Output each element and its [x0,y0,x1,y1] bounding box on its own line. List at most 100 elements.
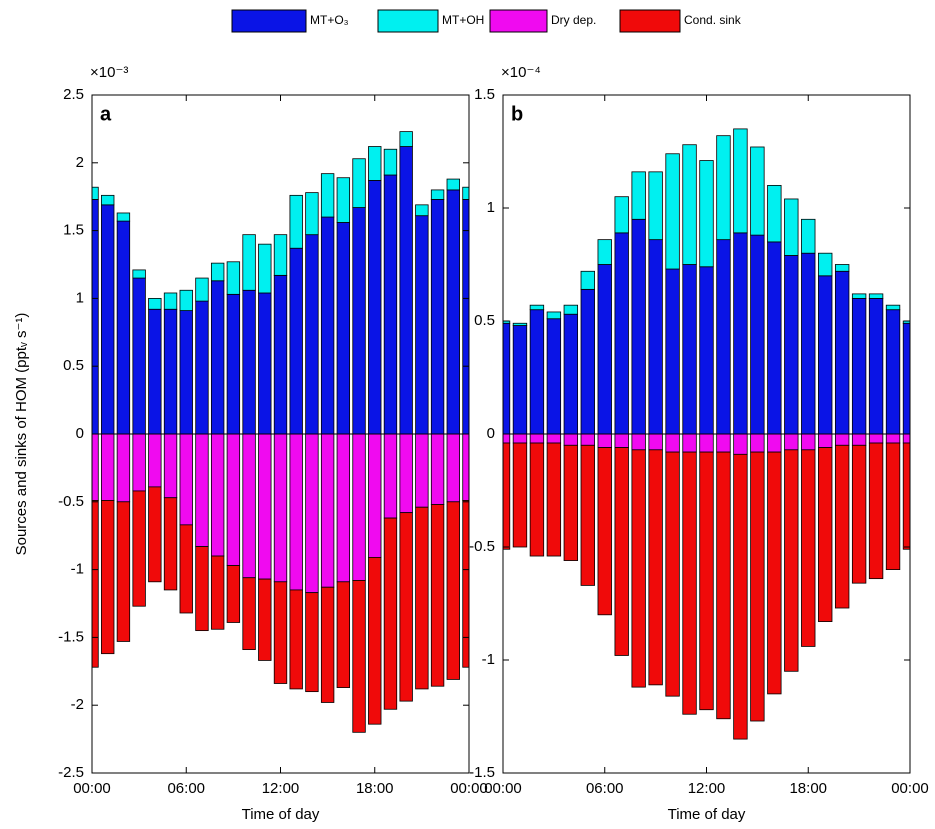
bar [399,433,413,514]
bar [716,433,731,453]
x-tick-label: 12:00 [688,780,726,797]
x-tick-label: 12:00 [262,780,300,797]
bar [784,449,799,672]
bar [682,144,697,265]
x-axis-label: Time of day [668,806,746,823]
bar [242,289,256,435]
y-tick-label: 0.5 [63,357,84,374]
bar [195,300,209,435]
bar [163,292,178,310]
bar [767,433,782,453]
bar [273,274,288,435]
bar [430,433,445,505]
bar [116,433,131,503]
bar [733,433,748,455]
y-tick-label: -2.5 [58,764,84,781]
bar [699,160,714,268]
bar [116,212,131,222]
bar [226,261,241,295]
bar [320,173,335,218]
y-tick-label: 1.5 [474,86,495,103]
bar [529,304,545,311]
bar [399,146,413,435]
bar [699,451,714,711]
bar [148,297,162,310]
y-tick-label: 0.5 [474,312,495,329]
bar [767,451,782,695]
bar [682,433,697,453]
bar [716,239,731,435]
bar [885,304,901,311]
bar [868,293,884,299]
bar [179,524,193,614]
y-tick-label: -1 [482,651,495,668]
bar [210,280,225,435]
bar [258,433,272,580]
bar [767,241,782,435]
bar [614,447,629,656]
y-tick-label: 1 [76,289,84,306]
bar [226,293,241,435]
bar [563,313,579,435]
x-tick-label: 18:00 [356,780,394,797]
bar [512,322,528,326]
bar [665,268,680,435]
bar [430,504,445,687]
bar [132,269,146,279]
x-tick-label: 06:00 [586,780,624,797]
y-tick-label: -1.5 [58,628,84,645]
y-tick-label: 0 [487,425,495,442]
bar [885,433,901,444]
bar [529,433,545,444]
bar [383,148,398,176]
legend-swatch [489,9,548,33]
legend-label: Cond. sink [684,13,742,27]
bar [699,266,714,435]
legend-swatch [231,9,307,33]
bar [597,264,612,435]
bar [868,442,884,580]
bar [851,444,867,584]
y-tick-label: 1 [487,199,495,216]
bar [818,433,833,448]
bar [546,311,562,320]
bar [368,556,382,725]
bar [529,309,545,435]
bar [818,447,833,622]
bar [446,178,460,191]
bar [563,304,579,315]
bar [289,589,303,690]
bar [101,433,115,501]
bar [767,184,782,243]
bar [320,433,335,588]
bar [383,174,398,435]
bar [699,433,714,453]
bar [226,433,241,566]
bar [902,320,910,324]
bar [665,451,680,697]
bar [352,433,366,581]
bar [563,444,579,561]
bar [273,433,288,583]
bar [210,262,225,282]
bar [336,177,351,223]
bar [512,325,528,435]
bar [242,577,256,651]
bar [415,506,429,690]
bar [834,264,850,272]
bar [195,277,209,302]
bar [902,433,910,444]
bar [563,433,579,446]
bar [648,171,663,241]
bar [648,449,663,686]
bar [851,433,867,446]
legend-label: MT+OH [442,13,484,27]
bar [801,252,816,435]
bar [801,449,816,647]
bar [546,433,562,444]
bar [430,189,445,200]
bar [868,433,884,444]
bar [148,433,162,488]
y-tick-label: -0.5 [58,493,84,510]
